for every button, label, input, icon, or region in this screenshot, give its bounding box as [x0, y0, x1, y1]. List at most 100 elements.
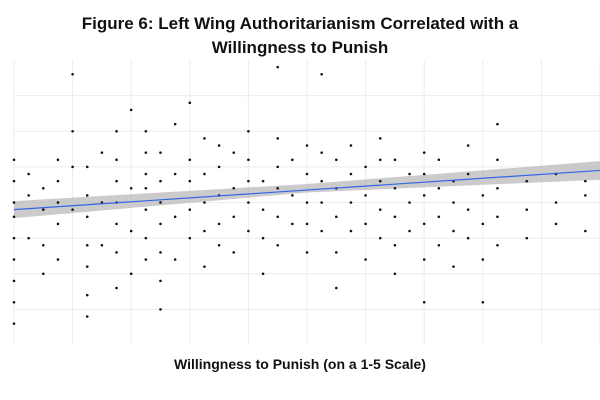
- data-point: [554, 201, 558, 204]
- data-point: [129, 272, 133, 276]
- data-point: [173, 172, 177, 176]
- data-point: [56, 258, 60, 261]
- trend-line: [13, 169, 600, 211]
- data-point: [203, 137, 206, 140]
- data-point: [393, 272, 397, 276]
- data-point: [42, 186, 45, 190]
- data-point: [85, 293, 89, 297]
- data-point: [159, 222, 162, 226]
- data-point: [349, 229, 353, 233]
- data-point: [144, 186, 148, 190]
- data-point: [173, 122, 177, 126]
- data-points: [12, 65, 587, 325]
- trend-line-layer: [13, 169, 600, 211]
- data-point: [320, 151, 323, 154]
- data-point: [496, 243, 499, 247]
- data-point: [85, 315, 89, 318]
- data-point: [27, 194, 30, 197]
- data-point: [452, 265, 455, 268]
- data-point: [320, 229, 323, 233]
- data-point: [408, 229, 411, 233]
- data-point: [276, 186, 280, 190]
- data-point: [305, 172, 309, 176]
- data-point: [71, 72, 74, 76]
- data-point: [247, 129, 250, 133]
- data-point: [393, 243, 397, 247]
- data-point: [85, 194, 89, 197]
- data-point: [217, 144, 221, 147]
- data-point: [349, 201, 353, 204]
- data-point: [144, 129, 148, 133]
- data-point: [115, 251, 118, 254]
- data-point: [291, 222, 294, 226]
- data-point: [85, 243, 89, 247]
- data-point: [159, 308, 162, 311]
- data-point: [115, 222, 118, 226]
- data-point: [188, 208, 192, 211]
- data-point: [305, 251, 309, 254]
- data-point: [422, 300, 426, 304]
- data-point: [276, 137, 280, 140]
- data-point: [232, 186, 236, 190]
- data-point: [364, 165, 367, 169]
- data-point: [85, 265, 89, 268]
- data-point: [276, 165, 280, 169]
- data-point: [12, 179, 16, 183]
- data-point: [232, 251, 236, 254]
- data-point: [378, 137, 382, 140]
- data-point: [173, 258, 177, 261]
- data-point: [159, 179, 162, 183]
- data-point: [496, 186, 499, 190]
- data-point: [584, 179, 587, 183]
- data-point: [12, 300, 16, 304]
- data-point: [173, 215, 177, 219]
- data-point: [349, 172, 353, 176]
- data-point: [12, 236, 16, 240]
- data-point: [159, 201, 162, 204]
- data-point: [364, 194, 367, 197]
- data-point: [261, 272, 265, 276]
- data-point: [56, 179, 60, 183]
- x-axis-label: Willingness to Punish (on a 1-5 Scale): [174, 356, 426, 372]
- data-point: [393, 215, 397, 219]
- data-point: [115, 286, 118, 290]
- data-point: [408, 172, 411, 176]
- data-point: [422, 172, 426, 176]
- data-point: [422, 194, 426, 197]
- data-point: [496, 158, 499, 162]
- data-point: [129, 108, 133, 112]
- data-point: [584, 229, 587, 233]
- data-point: [437, 243, 441, 247]
- data-point: [422, 151, 426, 154]
- data-point: [12, 201, 16, 204]
- data-point: [496, 122, 499, 126]
- data-point: [247, 179, 250, 183]
- data-point: [261, 208, 265, 211]
- data-point: [203, 201, 206, 204]
- data-point: [159, 279, 162, 283]
- data-point: [335, 215, 338, 219]
- data-point: [437, 186, 441, 190]
- data-point: [422, 222, 426, 226]
- data-point: [159, 251, 162, 254]
- data-point: [188, 101, 192, 105]
- data-point: [422, 258, 426, 261]
- data-point: [115, 158, 118, 162]
- data-point: [247, 158, 250, 162]
- data-point: [247, 201, 250, 204]
- data-point: [12, 279, 16, 283]
- chart-title: Figure 6: Left Wing Authoritarianism Cor…: [0, 12, 600, 60]
- data-point: [56, 158, 60, 162]
- data-point: [85, 165, 89, 169]
- data-point: [129, 229, 133, 233]
- data-point: [305, 201, 309, 204]
- data-point: [335, 158, 338, 162]
- data-point: [408, 201, 411, 204]
- data-point: [378, 158, 382, 162]
- data-point: [12, 215, 16, 219]
- data-point: [481, 222, 485, 226]
- data-point: [393, 158, 397, 162]
- data-point: [584, 194, 587, 197]
- data-point: [217, 243, 221, 247]
- data-point: [378, 208, 382, 211]
